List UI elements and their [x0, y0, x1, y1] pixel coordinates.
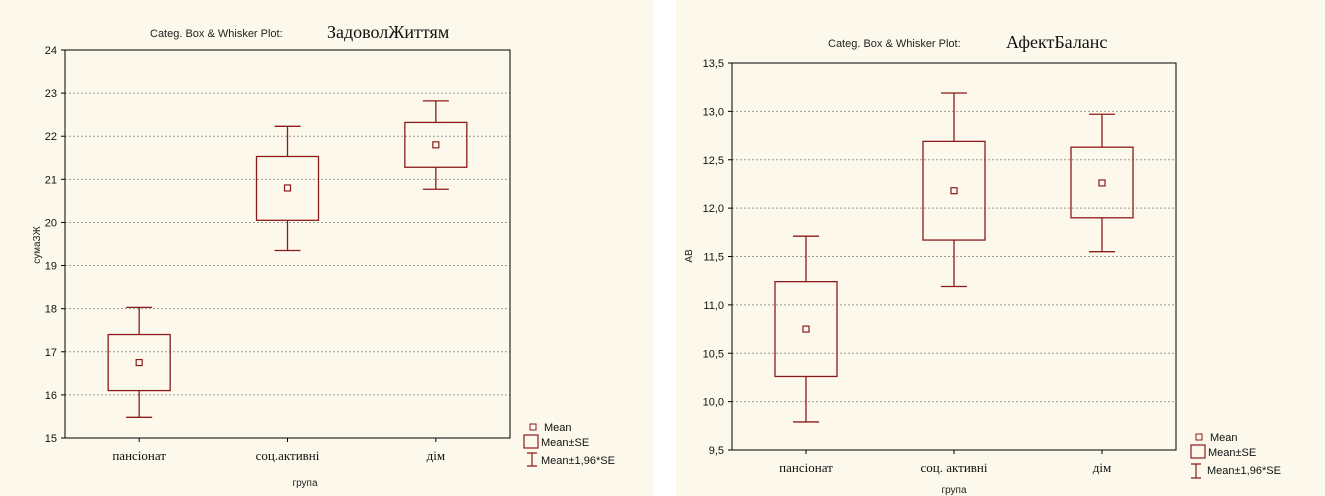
y-tick-label: 18	[45, 304, 57, 316]
y-tick-label: 15	[45, 433, 57, 445]
y-tick-label: 21	[45, 174, 57, 186]
x-axis-label: група	[941, 485, 967, 496]
legend-mean-label: Mean	[544, 422, 572, 434]
chart-title-variable: ЗадоволЖиттям	[327, 22, 449, 42]
se-box	[404, 121, 468, 168]
se-box	[255, 155, 320, 221]
y-tick-label: 16	[45, 390, 57, 402]
chart-title-prefix: Categ. Box & Whisker Plot:	[828, 38, 961, 50]
mean-marker	[283, 184, 292, 192]
se-box	[1070, 146, 1134, 219]
mean-marker	[432, 141, 440, 149]
category-label: пансіонат	[779, 460, 833, 475]
legend-ci-marker	[1191, 463, 1201, 479]
category-label: соц.активні	[256, 448, 320, 463]
y-axis-label: сумаЗЖ	[32, 225, 43, 263]
chart-title-variable: АфектБаланс	[1006, 32, 1107, 52]
se-box	[774, 281, 838, 378]
y-tick-label: 22	[45, 131, 57, 143]
legend-mean-marker	[529, 423, 537, 431]
legend-ci-marker	[527, 452, 537, 467]
chart-svg-afekt: Categ. Box & Whisker Plot: АфектБаланс 9…	[684, 32, 1281, 496]
legend-se-marker	[1190, 444, 1206, 459]
y-tick-label: 10,0	[703, 397, 724, 409]
y-tick-label: 11,5	[703, 252, 724, 264]
y-tick-label: 12,5	[703, 155, 724, 167]
legend-ci-label: Mean±1,96*SE	[541, 455, 615, 467]
y-tick-label: 10,5	[703, 348, 724, 360]
y-axis-label: АВ	[684, 249, 695, 263]
legend: Mean Mean±SE Mean±1,96*SE	[1190, 432, 1281, 479]
mean-marker	[802, 325, 810, 333]
legend-mean-marker	[1195, 433, 1203, 441]
mean-marker	[135, 358, 143, 367]
se-box	[922, 140, 986, 241]
chart-panel-zadovol: Categ. Box & Whisker Plot: ЗадоволЖиттям…	[0, 0, 653, 496]
x-axis-label: група	[292, 478, 318, 489]
plot-area: 9,5 10,0 10,5 11,0 11,5 12,0 12,5 13,0 13,5 пансі…	[703, 58, 1177, 475]
category-label: дім	[1093, 460, 1111, 475]
mean-marker	[1098, 179, 1106, 187]
legend-mean-label: Mean	[1210, 432, 1238, 444]
legend-se-label: Mean±SE	[1208, 447, 1256, 459]
category-label: соц. активні	[921, 460, 988, 475]
chart-svg-zadovol: Categ. Box & Whisker Plot: ЗадоволЖиттям…	[32, 22, 615, 489]
y-tick-label: 17	[45, 347, 57, 359]
category-label: дім	[427, 448, 445, 463]
y-tick-label: 13,5	[703, 58, 724, 70]
y-tick-label: 11,0	[703, 300, 724, 312]
y-tick-label: 19	[45, 261, 57, 273]
plot-area: 15 16 17 18 19 20 21 22 23 24 пансіонат соц.активні…	[45, 45, 511, 463]
y-tick-label: 12,0	[703, 203, 724, 215]
y-tick-label: 9,5	[709, 445, 724, 457]
chart-title-prefix: Categ. Box & Whisker Plot:	[150, 28, 283, 40]
y-tick-label: 20	[45, 217, 57, 229]
legend: Mean Mean±SE Mean±1,96*SE	[523, 422, 615, 467]
legend-se-label: Mean±SE	[541, 437, 589, 449]
category-label: пансіонат	[112, 448, 166, 463]
y-tick-label: 13,0	[703, 106, 724, 118]
y-tick-label: 23	[45, 88, 57, 100]
legend-se-marker	[523, 434, 539, 449]
se-box	[107, 333, 171, 392]
mean-marker	[950, 187, 958, 195]
chart-panel-afekt: Categ. Box & Whisker Plot: АфектБаланс 9…	[676, 0, 1325, 496]
y-tick-label: 24	[45, 45, 57, 57]
legend-ci-label: Mean±1,96*SE	[1207, 465, 1281, 477]
